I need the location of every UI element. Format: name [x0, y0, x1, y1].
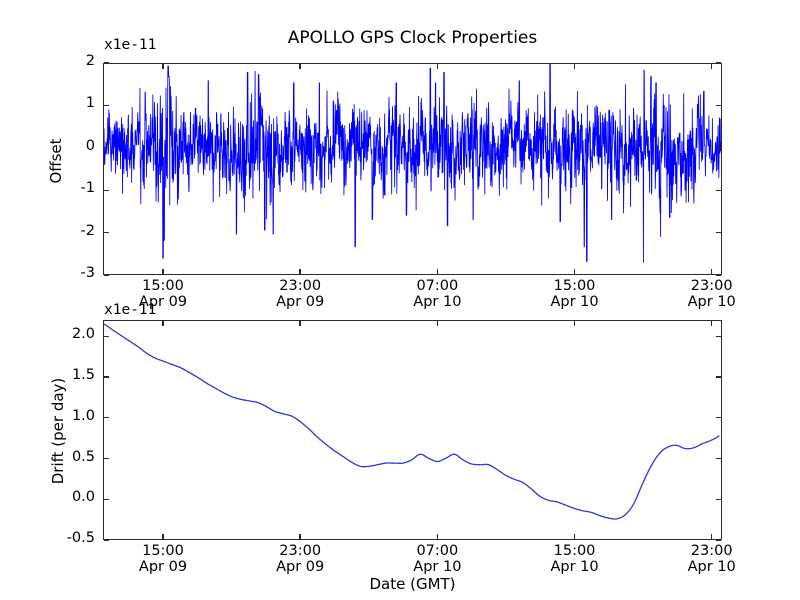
offset-x-tick-date: Apr 09 [138, 293, 188, 310]
drift-x-tick-mark-top [573, 321, 576, 326]
drift-x-tick-mark-top [711, 321, 713, 326]
drift-x-tick-label: 15:00 Apr 09 [103, 543, 223, 575]
offset-y-tick-mark-right [716, 104, 721, 107]
offset-y-tick-label: -2 [80, 222, 95, 239]
offset-line-path [104, 64, 721, 263]
offset-x-tick-mark [573, 269, 576, 274]
drift-x-tick-time: 07:00 [416, 543, 459, 559]
offset-y-exponent-label: x1e-11 [104, 37, 157, 53]
offset-x-tick-label: 15:00 Apr 09 [103, 278, 223, 310]
drift-y-tick-label: 1.5 [71, 367, 95, 384]
offset-y-tick-mark [104, 62, 109, 64]
offset-x-tick-mark-top [573, 64, 576, 69]
offset-y-tick-mark-right [716, 274, 721, 276]
drift-y-exponent-label: x1e-11 [104, 302, 157, 318]
drift-x-tick-time: 23:00 [279, 543, 322, 559]
drift-y-tick-label: 2.0 [71, 326, 95, 343]
offset-y-tick-mark-right [716, 62, 721, 64]
offset-y-tick-mark-right [716, 231, 721, 234]
offset-y-tick-label: -3 [80, 265, 95, 281]
offset-x-tick-mark [299, 269, 301, 274]
offset-y-tick-mark [104, 231, 109, 234]
offset-x-tick-date: Apr 09 [276, 293, 325, 310]
drift-y-tick-label: 1.0 [71, 407, 95, 424]
drift-y-tick-mark-right [716, 335, 721, 337]
drift-y-tick-mark-right [716, 417, 721, 419]
drift-x-tick-mark-top [162, 321, 164, 326]
offset-y-tick-mark [104, 147, 109, 149]
drift-y-tick-mark-right [716, 539, 721, 541]
offset-x-tick-mark-top [711, 64, 713, 69]
offset-x-tick-date: Apr 10 [413, 293, 462, 310]
offset-y-axis-label: Offset [47, 138, 65, 184]
drift-x-tick-mark-top [436, 321, 439, 326]
drift-trace [104, 321, 721, 539]
drift-x-axis-label: Date (GMT) [369, 575, 456, 593]
offset-trace [104, 64, 721, 274]
drift-y-tick-mark [104, 539, 109, 541]
offset-y-tick-mark [104, 104, 109, 107]
drift-x-tick-time: 15:00 [142, 543, 184, 559]
offset-y-tick-label: 0 [85, 137, 95, 154]
offset-x-tick-label: 07:00 Apr 10 [377, 278, 497, 310]
drift-y-tick-mark [104, 376, 109, 378]
offset-x-tick-date: Apr 10 [550, 293, 599, 310]
drift-x-tick-mark [711, 534, 713, 539]
drift-x-tick-label: 15:00 Apr 10 [515, 543, 635, 575]
offset-x-tick-mark-top [162, 64, 164, 69]
offset-x-tick-mark-top [299, 64, 301, 69]
drift-x-tick-mark [299, 534, 301, 539]
drift-y-tick-label: -0.5 [66, 530, 95, 546]
offset-x-tick-label: 23:00 Apr 10 [652, 278, 772, 310]
drift-x-tick-label: 07:00 Apr 10 [377, 543, 497, 575]
drift-x-tick-date: Apr 10 [413, 558, 462, 575]
drift-y-tick-mark-right [716, 457, 721, 460]
drift-x-tick-mark [436, 534, 439, 539]
drift-x-tick-date: Apr 10 [550, 558, 599, 575]
offset-x-tick-time: 23:00 [279, 278, 322, 294]
drift-x-tick-mark [162, 534, 164, 539]
drift-x-tick-date: Apr 09 [138, 558, 188, 575]
offset-x-tick-time: 15:00 [553, 278, 596, 294]
offset-y-tick-mark-right [716, 147, 721, 149]
offset-x-tick-time: 07:00 [416, 278, 459, 294]
offset-y-tick-mark-right [716, 189, 721, 191]
offset-y-tick-mark [104, 274, 109, 276]
drift-y-tick-mark [104, 457, 109, 460]
offset-y-tick-mark [104, 189, 109, 191]
offset-x-tick-mark [436, 269, 439, 274]
offset-y-tick-label: -1 [80, 180, 95, 197]
drift-plot-area [103, 320, 722, 540]
drift-x-tick-mark [573, 534, 576, 539]
offset-x-tick-mark-top [436, 64, 439, 69]
offset-y-tick-label: 1 [85, 95, 95, 112]
offset-x-tick-time: 23:00 [690, 278, 733, 294]
offset-x-tick-mark [711, 269, 713, 274]
offset-x-tick-label: 23:00 Apr 09 [240, 278, 360, 310]
offset-x-tick-time: 15:00 [142, 278, 184, 294]
offset-x-tick-mark [162, 269, 164, 274]
offset-plot-area [103, 63, 722, 275]
drift-x-tick-time: 23:00 [690, 543, 733, 559]
drift-x-tick-date: Apr 09 [276, 558, 325, 575]
page-title: APOLLO GPS Clock Properties [287, 28, 538, 48]
drift-y-tick-label: 0.5 [71, 448, 95, 465]
drift-y-tick-mark [104, 335, 109, 337]
drift-y-tick-mark [104, 417, 109, 419]
drift-x-tick-mark-top [299, 321, 301, 326]
drift-x-tick-time: 15:00 [553, 543, 596, 559]
drift-x-tick-label: 23:00 Apr 10 [652, 543, 772, 575]
drift-x-tick-date: Apr 10 [687, 558, 736, 575]
drift-y-tick-label: 0.0 [71, 489, 95, 506]
drift-y-tick-mark-right [716, 498, 721, 500]
drift-line-path [104, 324, 719, 519]
offset-y-tick-label: 2 [85, 53, 95, 69]
drift-x-tick-label: 23:00 Apr 09 [240, 543, 360, 575]
drift-y-tick-mark [104, 498, 109, 500]
offset-x-tick-label: 15:00 Apr 10 [515, 278, 635, 310]
drift-y-tick-mark-right [716, 376, 721, 378]
offset-x-tick-date: Apr 10 [687, 293, 736, 310]
